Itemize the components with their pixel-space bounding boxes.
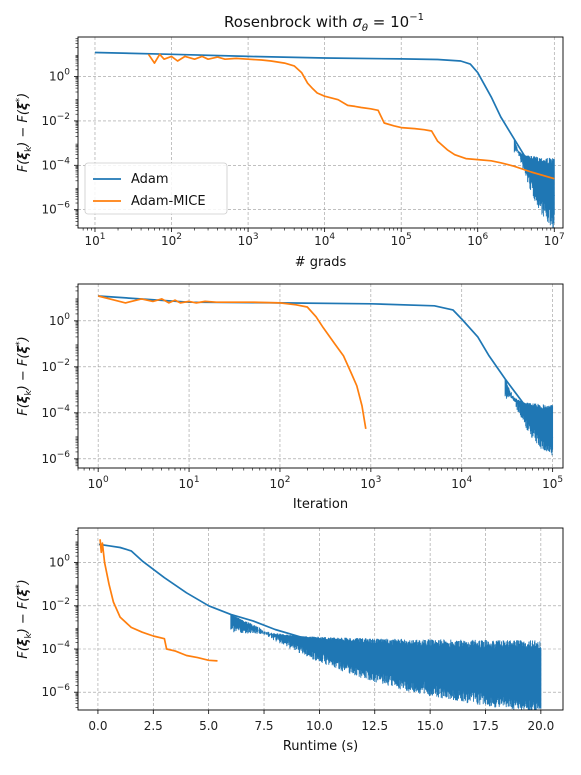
y-tick-label: 10−6 (41, 450, 70, 466)
legend-label-adam-mice: Adam-MICE (131, 194, 206, 209)
series-group (97, 295, 554, 456)
y-tick-label: 10−4 (41, 404, 70, 420)
y-tick-label: 100 (49, 554, 70, 570)
y-tick-label: 10−2 (41, 112, 70, 128)
chart-panel-3: 0.0 2.5 5.0 7.5 10.0 12.5 15.0 17.5 20.0 10−6 10−4… (15, 527, 564, 754)
series-noise-band-adam (230, 614, 542, 710)
x-tick-label: 107 (544, 232, 565, 248)
x-tick-label: 7.5 (254, 719, 273, 733)
x-tick-label: 10.0 (306, 719, 333, 733)
plot-frame (77, 527, 564, 711)
x-axis-label: Runtime (s) (283, 739, 358, 754)
legend: Adam Adam-MICE (84, 162, 228, 215)
legend-label-adam: Adam (131, 172, 169, 187)
y-tick-label: 10−4 (41, 156, 70, 172)
y-tick-label: 10−2 (41, 597, 70, 613)
plot-frame (77, 283, 564, 469)
x-tick-label: 105 (542, 475, 563, 491)
plot-frame (77, 36, 564, 229)
x-tick-label: 103 (238, 232, 259, 248)
x-tick-label: 2.5 (144, 719, 163, 733)
x-tick-label: 104 (451, 475, 472, 491)
y-tick-label: 10−4 (41, 640, 70, 656)
series-noise-band-adam (513, 139, 555, 228)
x-tick-label: 104 (314, 232, 335, 248)
chart-panel-1: 101 102 103 104 105 106 107 10−6 10−4 10−2 100 # gr… (15, 36, 565, 270)
x-tick-label: 106 (467, 232, 488, 248)
series-noise-band-adam (504, 378, 554, 456)
x-tick-label: 101 (179, 475, 200, 491)
x-axis-label: Iteration (293, 497, 348, 512)
chart-panel-2: 100 101 102 103 104 105 10−6 10−4 10−2 100 Iterati… (15, 283, 564, 512)
y-tick-label: 10−6 (41, 201, 70, 217)
series-group (94, 51, 555, 228)
x-tick-label: 102 (161, 232, 182, 248)
y-tick-label: 100 (49, 67, 70, 83)
series-line-adam-mice (147, 53, 555, 180)
x-tick-label: 12.5 (361, 719, 388, 733)
y-axis-label: F(ξk) − F(ξ*) (15, 579, 34, 659)
x-tick-label: 102 (269, 475, 290, 491)
y-axis-label: F(ξk) − F(ξ*) (15, 336, 34, 416)
series-line-adam-mice (99, 539, 218, 662)
x-tick-label: 101 (84, 232, 105, 248)
figure-title: Rosenbrock with σθ = 10−1 (224, 12, 424, 34)
y-tick-label: 10−2 (41, 358, 70, 374)
y-tick-label: 100 (49, 312, 70, 328)
series-line-adam-mice (97, 295, 367, 430)
x-tick-label: 17.5 (472, 719, 499, 733)
y-axis-label: F(ξk) − F(ξ*) (15, 93, 34, 173)
y-tick-label: 10−6 (41, 683, 70, 699)
x-tick-label: 103 (360, 475, 381, 491)
x-tick-label: 100 (88, 475, 109, 491)
x-tick-label: 20.0 (527, 719, 554, 733)
x-tick-label: 15.0 (417, 719, 444, 733)
x-tick-label: 5.0 (199, 719, 218, 733)
x-axis-label: # grads (295, 255, 347, 270)
series-group (98, 539, 542, 710)
x-tick-label: 105 (391, 232, 412, 248)
x-tick-label: 0.0 (88, 719, 107, 733)
